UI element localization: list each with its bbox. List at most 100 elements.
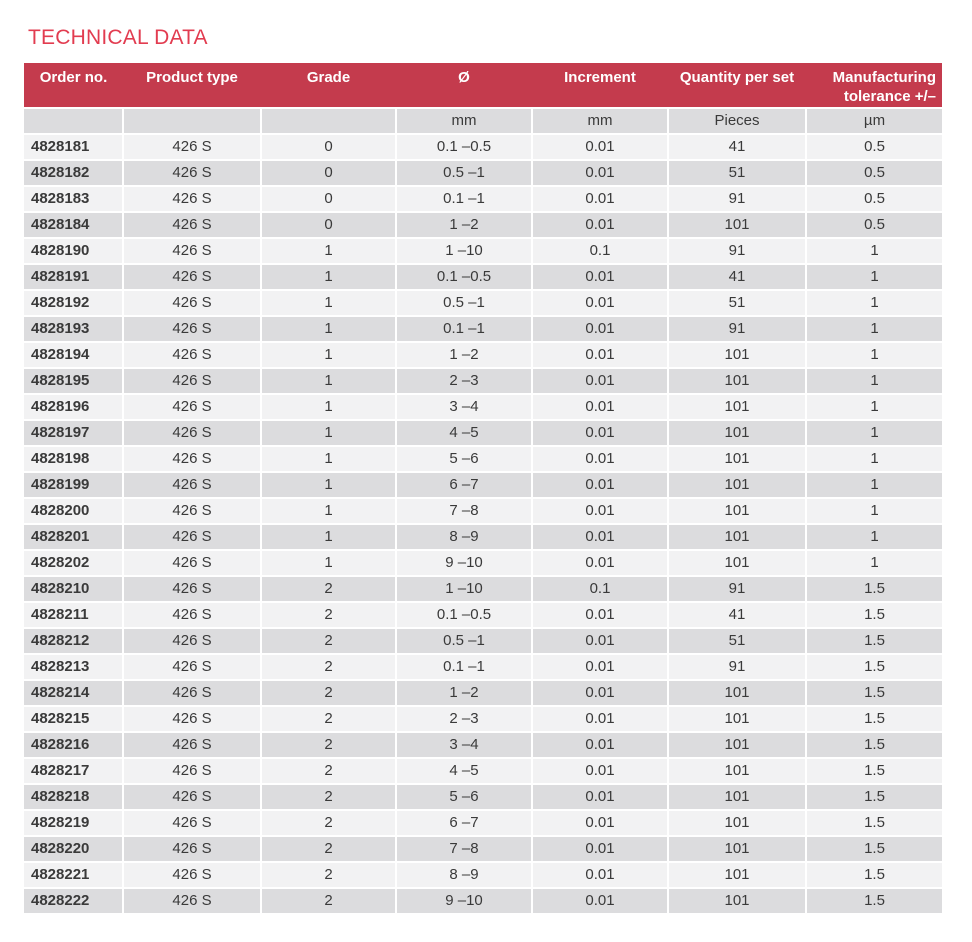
table-cell: 0.01 bbox=[531, 627, 668, 655]
order-no-cell: 4828183 bbox=[24, 185, 123, 213]
table-cell: 1 bbox=[260, 549, 396, 577]
table-cell: 1 –2 bbox=[395, 211, 532, 239]
order-no-cell: 4828181 bbox=[24, 133, 123, 161]
table-cell: 1.5 bbox=[805, 835, 942, 863]
table-cell: 7 –8 bbox=[395, 497, 532, 525]
order-no-cell: 4828184 bbox=[24, 211, 123, 239]
table-cell: 0.01 bbox=[531, 185, 668, 213]
column-header: Grade bbox=[261, 63, 396, 109]
column-header: Product type bbox=[123, 63, 261, 109]
table-cell: 2 bbox=[260, 575, 396, 603]
table-cell: 0.01 bbox=[531, 653, 668, 681]
table-cell: 1 –2 bbox=[395, 679, 532, 707]
order-no-cell: 4828191 bbox=[24, 263, 123, 291]
table-cell: 1.5 bbox=[805, 601, 942, 629]
table-cell: 101 bbox=[667, 731, 806, 759]
unit-cell bbox=[24, 107, 123, 135]
table-cell: 1 bbox=[805, 419, 942, 447]
table-cell: 91 bbox=[667, 237, 806, 265]
order-no-cell: 4828221 bbox=[24, 861, 123, 889]
table-body: 4828181 426 S 0 0.1 –0.5 0.01 41 0.5 4828182 426… bbox=[24, 133, 942, 915]
table-cell: 6 –7 bbox=[395, 809, 532, 837]
order-no-cell: 4828216 bbox=[24, 731, 123, 759]
order-no-cell: 4828217 bbox=[24, 757, 123, 785]
table-cell: 2 bbox=[260, 653, 396, 681]
table-cell: 1 bbox=[260, 497, 396, 525]
table-cell: 1.5 bbox=[805, 575, 942, 603]
table-cell: 426 S bbox=[122, 835, 261, 863]
units-row: mm mm Pieces µm bbox=[24, 107, 942, 135]
table-cell: 1.5 bbox=[805, 653, 942, 681]
table-cell: 2 –3 bbox=[395, 705, 532, 733]
table-cell: 426 S bbox=[122, 549, 261, 577]
table-cell: 1.5 bbox=[805, 809, 942, 837]
table-cell: 3 –4 bbox=[395, 731, 532, 759]
table-cell: 1 bbox=[805, 497, 942, 525]
order-no-cell: 4828212 bbox=[24, 627, 123, 655]
table-row: 4828181 426 S 0 0.1 –0.5 0.01 41 0.5 bbox=[24, 133, 942, 161]
table-cell: 101 bbox=[667, 887, 806, 915]
table-cell: 0.01 bbox=[531, 211, 668, 239]
order-no-cell: 4828202 bbox=[24, 549, 123, 577]
table-cell: 426 S bbox=[122, 627, 261, 655]
order-no-cell: 4828197 bbox=[24, 419, 123, 447]
table-cell: 1.5 bbox=[805, 887, 942, 915]
order-no-cell: 4828219 bbox=[24, 809, 123, 837]
table-row: 4828183 426 S 0 0.1 –1 0.01 91 0.5 bbox=[24, 185, 942, 213]
table-cell: 1 bbox=[805, 315, 942, 343]
unit-cell: µm bbox=[805, 107, 942, 135]
table-cell: 1 bbox=[260, 523, 396, 551]
order-no-cell: 4828213 bbox=[24, 653, 123, 681]
table-cell: 0.01 bbox=[531, 341, 668, 369]
table-cell: 0 bbox=[260, 185, 396, 213]
table-cell: 426 S bbox=[122, 471, 261, 499]
table-cell: 101 bbox=[667, 835, 806, 863]
table-cell: 1.5 bbox=[805, 679, 942, 707]
table-cell: 2 bbox=[260, 627, 396, 655]
table-cell: 1.5 bbox=[805, 861, 942, 889]
table-cell: 1 bbox=[805, 445, 942, 473]
table-cell: 0.01 bbox=[531, 783, 668, 811]
table-cell: 0.01 bbox=[531, 289, 668, 317]
table-cell: 2 bbox=[260, 861, 396, 889]
order-no-cell: 4828200 bbox=[24, 497, 123, 525]
table-cell: 101 bbox=[667, 341, 806, 369]
table-cell: 1 bbox=[260, 445, 396, 473]
table-cell: 0.01 bbox=[531, 601, 668, 629]
unit-cell bbox=[260, 107, 396, 135]
table-cell: 426 S bbox=[122, 393, 261, 421]
table-cell: 41 bbox=[667, 133, 806, 161]
table-cell: 1 bbox=[260, 471, 396, 499]
table-cell: 426 S bbox=[122, 653, 261, 681]
table-cell: 1.5 bbox=[805, 705, 942, 733]
order-no-cell: 4828195 bbox=[24, 367, 123, 395]
table-cell: 426 S bbox=[122, 731, 261, 759]
table-cell: 426 S bbox=[122, 705, 261, 733]
table-cell: 426 S bbox=[122, 263, 261, 291]
order-no-cell: 4828198 bbox=[24, 445, 123, 473]
unit-cell: Pieces bbox=[667, 107, 806, 135]
table-cell: 0.01 bbox=[531, 497, 668, 525]
table-row: 4828193 426 S 1 0.1 –1 0.01 91 1 bbox=[24, 315, 942, 343]
table-cell: 426 S bbox=[122, 133, 261, 161]
table-cell: 4 –5 bbox=[395, 757, 532, 785]
table-cell: 4 –5 bbox=[395, 419, 532, 447]
table-cell: 1.5 bbox=[805, 757, 942, 785]
table-cell: 426 S bbox=[122, 185, 261, 213]
table-cell: 0.01 bbox=[531, 523, 668, 551]
table-cell: 41 bbox=[667, 601, 806, 629]
table-cell: 51 bbox=[667, 159, 806, 187]
table-cell: 426 S bbox=[122, 523, 261, 551]
table-cell: 101 bbox=[667, 757, 806, 785]
order-no-cell: 4828182 bbox=[24, 159, 123, 187]
table-cell: 0.01 bbox=[531, 861, 668, 889]
table-cell: 0.01 bbox=[531, 133, 668, 161]
table-cell: 101 bbox=[667, 367, 806, 395]
table-cell: 2 bbox=[260, 835, 396, 863]
